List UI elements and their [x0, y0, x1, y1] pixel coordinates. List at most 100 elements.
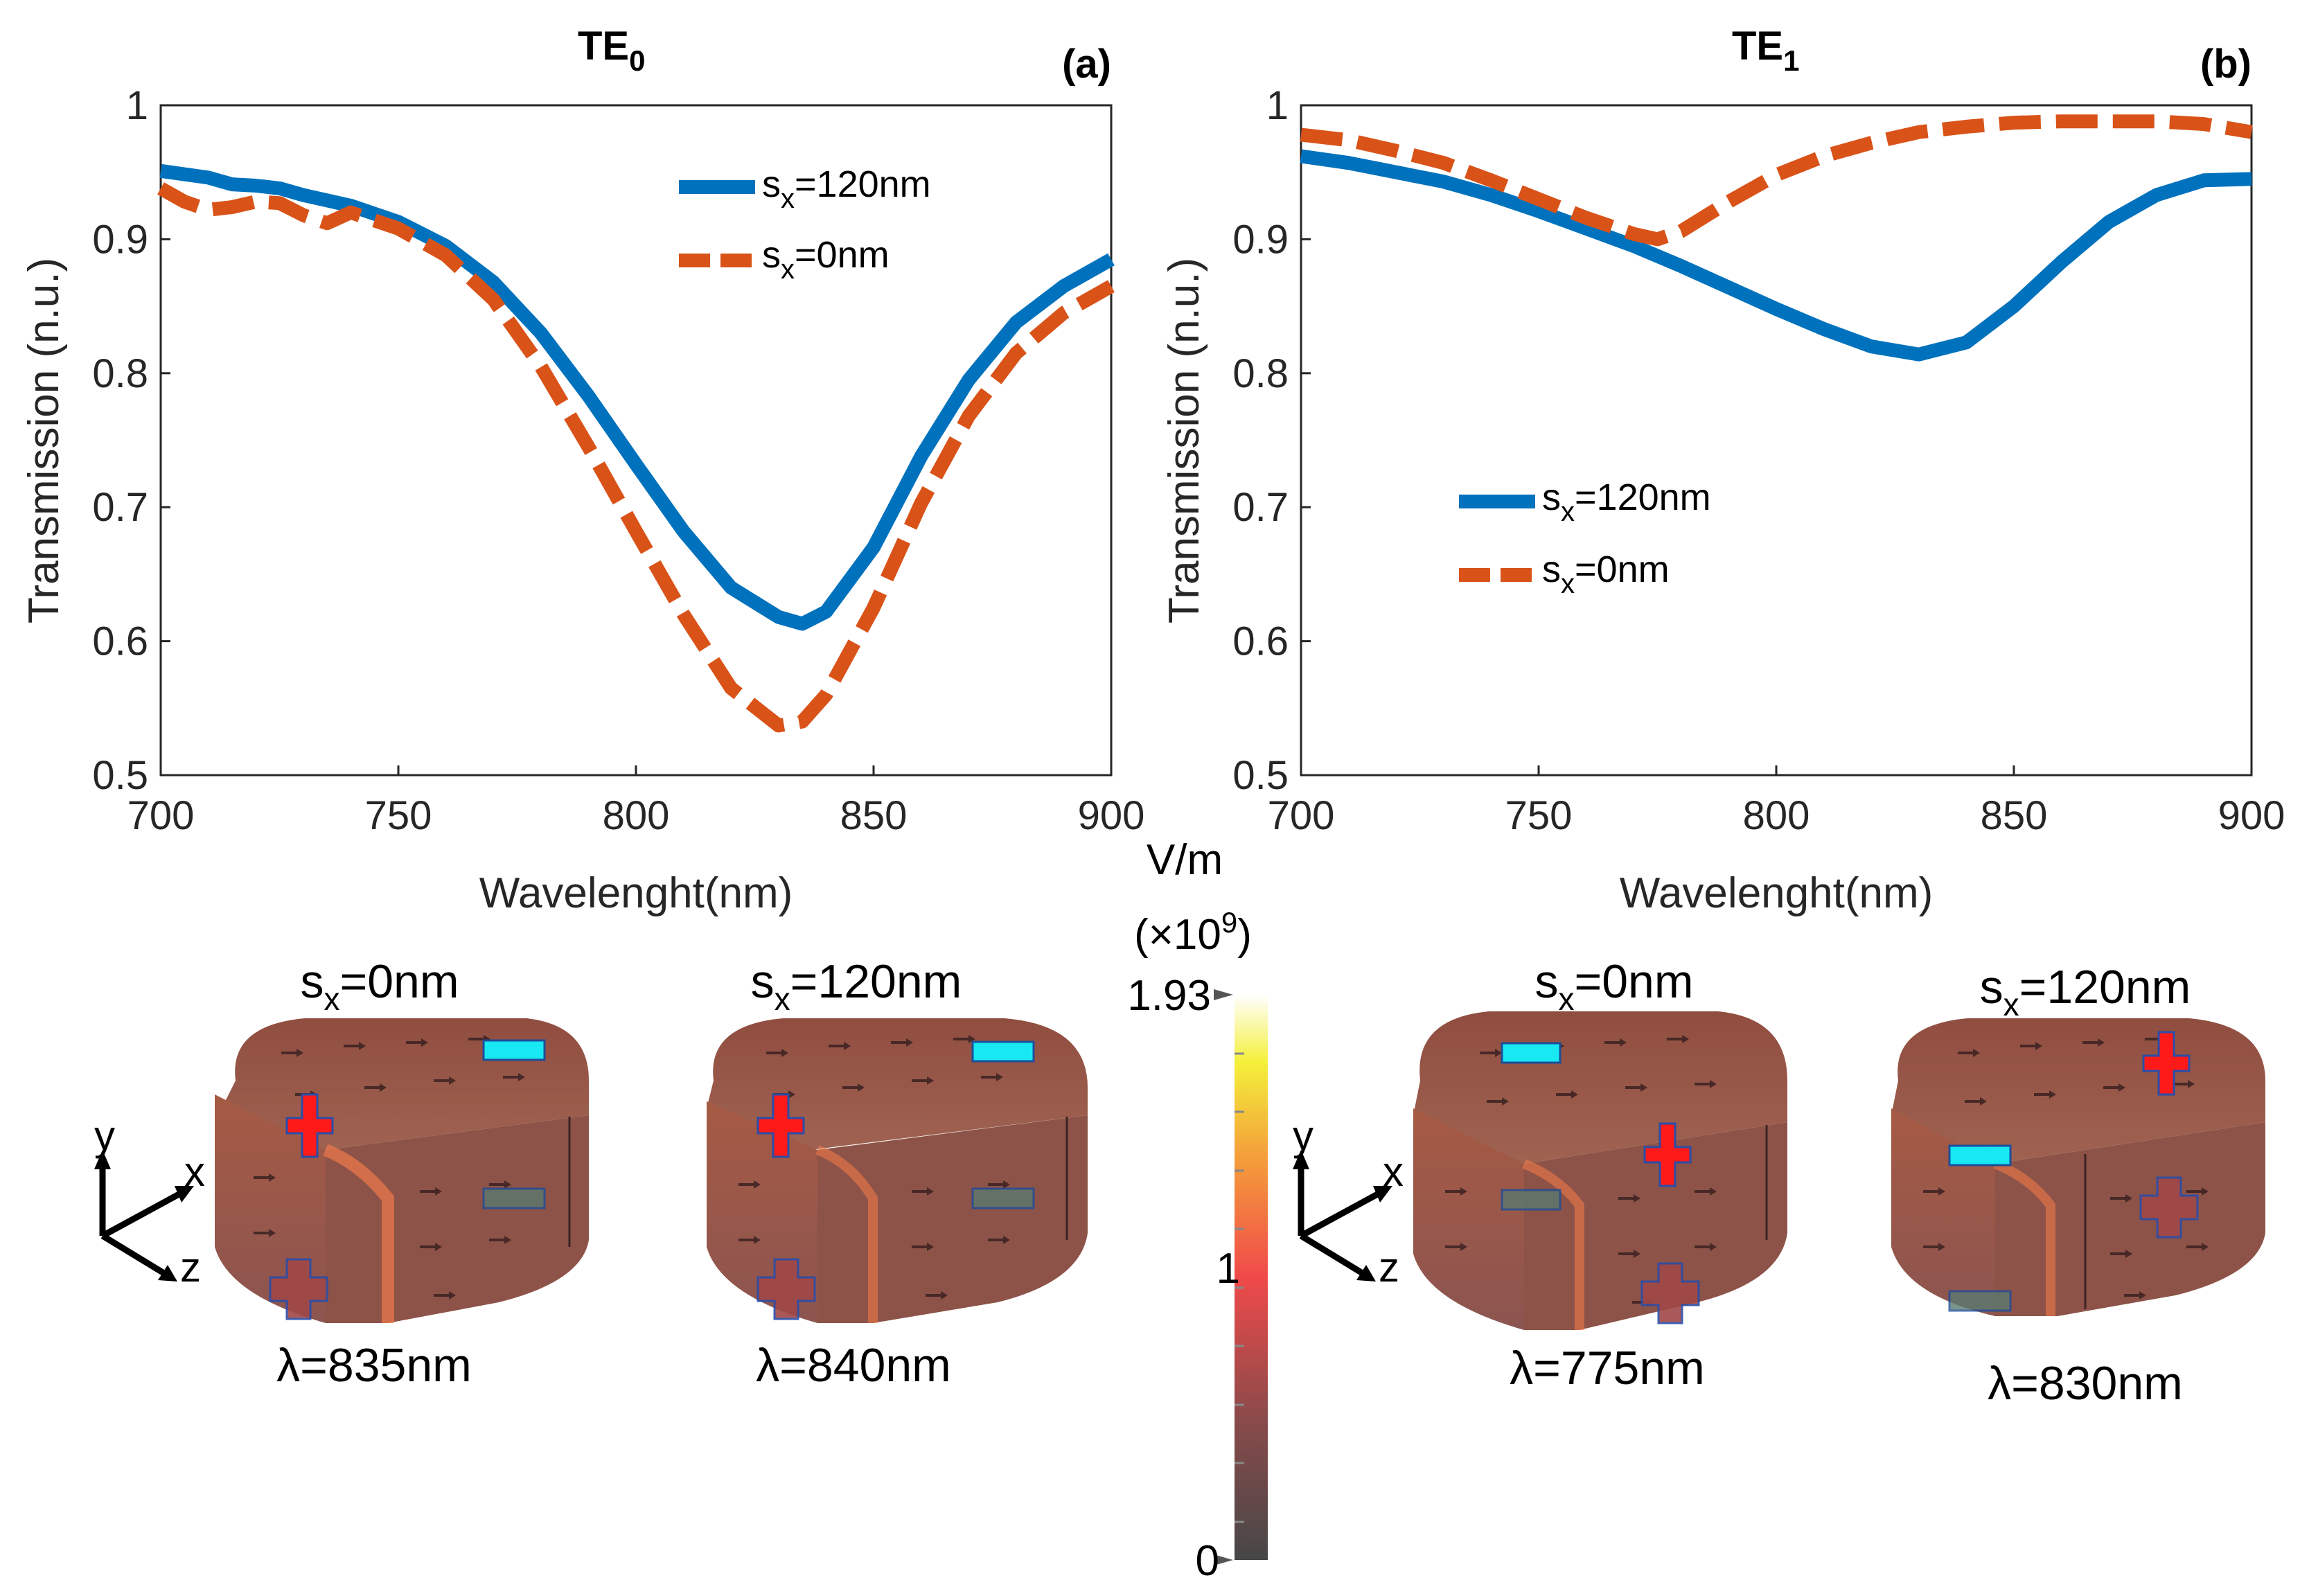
- colorbar-mid-label: 1: [1217, 1245, 1240, 1293]
- series-a: [157, 163, 1115, 733]
- y-tick-label-a: 0.8: [92, 351, 148, 396]
- panel-b-te1: 0.5 0.6 0.7 0.8 0.9 1 700 750 800 850 900 TE1 (b)…: [1160, 24, 2285, 917]
- colorbar-ticks: [1235, 1052, 1244, 1523]
- axes-glyph-a: y x z: [94, 1112, 205, 1291]
- plot-area-b: [1300, 104, 2253, 777]
- cube-edge-4: [1993, 1159, 2055, 1316]
- field-map-2: sx=120nm λ=840nm: [707, 955, 1088, 1392]
- field-map-4-title: sx=120nm: [1980, 961, 2191, 1022]
- minus-marker-2b: [971, 1187, 1035, 1209]
- x-tick-label-b: 750: [1505, 793, 1573, 838]
- cube-edge-3: [1522, 1159, 1584, 1330]
- legend-label-sx120-a: sx=120nm: [762, 163, 931, 214]
- legend-a: sx=120nm sx=0nm: [679, 163, 931, 285]
- plus-marker-1b: [269, 1258, 328, 1320]
- minus-marker-4b: [1948, 1290, 2012, 1312]
- y-axis-label-a: Transmission (n.u.): [20, 258, 68, 623]
- colorbar: V/m (×109) 1.93 1 0: [1127, 836, 1268, 1585]
- x-ticks-b: 700 750 800 850 900: [1268, 765, 2285, 838]
- axes-glyph-a-z: [100, 1233, 168, 1277]
- colorbar-max-label: 1.93: [1127, 972, 1211, 1020]
- axes-glyph-b-y-label: y: [1293, 1112, 1313, 1159]
- colorbar-min-label: 0: [1196, 1537, 1219, 1585]
- field-map-2-title: sx=120nm: [751, 955, 962, 1017]
- field-map-2-caption: λ=840nm: [756, 1339, 951, 1392]
- legend-label-sx0-b: sx=0nm: [1542, 549, 1670, 599]
- panel-a-te0: 0.5 0.6 0.7 0.8 0.9 1 700 750 800 850 900 TE0 (a)…: [20, 24, 1144, 917]
- y-tick-label-b: 0.7: [1232, 485, 1289, 530]
- plot-area-a: [159, 104, 1113, 777]
- field-map-3-caption: λ=775nm: [1510, 1342, 1705, 1394]
- x-tick-label-a: 850: [840, 793, 908, 838]
- x-tick-label-a: 750: [365, 793, 432, 838]
- y-tick-label-b: 0.6: [1232, 619, 1289, 664]
- cube-side-1: [326, 1115, 589, 1323]
- x-tick-label-b: 800: [1743, 793, 1810, 838]
- y-axis-label-b: Transmission (n.u.): [1160, 258, 1208, 623]
- axes-glyph-a-x: [100, 1190, 184, 1239]
- axes-glyph-a-y-label: y: [94, 1112, 115, 1159]
- y-tick-label-b: 0.9: [1232, 217, 1289, 262]
- series-line-b-sx0: [1300, 114, 2253, 247]
- field-map-4-caption: λ=830nm: [1988, 1357, 2183, 1410]
- plus-marker-1a: [285, 1093, 334, 1158]
- cube-side-2: [817, 1115, 1088, 1323]
- legend-label-sx0-a: sx=0nm: [762, 234, 890, 285]
- minus-marker-2a: [971, 1040, 1035, 1063]
- axes-glyph-b: y x z: [1293, 1112, 1404, 1291]
- axes-glyph-b-z: [1299, 1233, 1367, 1277]
- x-tick-label-a: 800: [603, 793, 670, 838]
- y-tick-label-a: 0.7: [92, 485, 148, 530]
- series-b: [1300, 114, 2253, 362]
- plus-marker-4b: [2139, 1176, 2199, 1239]
- cube-front-3: [1413, 1108, 1524, 1330]
- plus-marker-3a: [1643, 1122, 1692, 1187]
- x-ticks-a: 700 750 800 850 900: [127, 765, 1145, 838]
- y-tick-label-a: 1: [126, 83, 148, 128]
- x-axis-label-a: Wavelenght(nm): [479, 869, 793, 917]
- plus-marker-3b: [1640, 1262, 1700, 1324]
- cube-side-4: [1995, 1122, 2265, 1316]
- y-ticks-a: 0.5 0.6 0.7 0.8 0.9 1: [92, 83, 170, 798]
- y-tick-label-a: 0.5: [92, 753, 148, 798]
- minus-marker-1a: [482, 1039, 546, 1061]
- axes-glyph-b-x: [1299, 1190, 1382, 1239]
- x-tick-label-a: 900: [1078, 793, 1145, 838]
- cube-side-3: [1524, 1122, 1787, 1330]
- minus-marker-1b: [482, 1187, 546, 1209]
- axes-glyph-a-z-label: z: [180, 1244, 201, 1291]
- colorbar-gradient: [1235, 995, 1268, 1560]
- cube-edge-2: [815, 1145, 878, 1323]
- x-tick-label-b: 700: [1268, 793, 1335, 838]
- legend-label-sx120-b: sx=120nm: [1542, 477, 1711, 527]
- field-map-1-caption: λ=835nm: [276, 1339, 472, 1392]
- field-map-4: sx=120nm λ=830nm: [1891, 961, 2265, 1410]
- colorbar-min-pointer: [1214, 1554, 1233, 1566]
- minus-marker-3a: [1501, 1042, 1562, 1064]
- field-map-1-title: sx=0nm: [301, 955, 459, 1017]
- x-axis-label-b: Wavelenght(nm): [1620, 869, 1934, 917]
- cube-edge-1: [323, 1144, 394, 1323]
- colorbar-scale: (×109): [1134, 906, 1252, 959]
- title-b: TE1: [1732, 24, 1799, 77]
- axes-glyph-a-x-label: x: [184, 1149, 205, 1195]
- minus-marker-4a: [1948, 1144, 2012, 1167]
- field-map-1: sx=0nm λ=835nm: [215, 955, 589, 1392]
- plus-marker-2a: [757, 1093, 805, 1158]
- axes-glyph-b-z-label: z: [1379, 1244, 1399, 1291]
- y-ticks-b: 0.5 0.6 0.7 0.8 0.9 1: [1232, 83, 1311, 798]
- x-tick-label-b: 900: [2218, 793, 2285, 838]
- legend-b: sx=120nm sx=0nm: [1459, 477, 1711, 599]
- plus-marker-4a: [2142, 1031, 2191, 1096]
- colorbar-max-pointer: [1214, 989, 1233, 1000]
- axes-glyph-b-x-label: x: [1383, 1149, 1404, 1195]
- field-map-3: sx=0nm λ=775nm: [1413, 955, 1787, 1394]
- y-tick-label-b: 0.5: [1232, 753, 1289, 798]
- y-tick-label-a: 0.9: [92, 217, 148, 262]
- y-tick-label-a: 0.6: [92, 619, 148, 664]
- panel-label-a: (a): [1062, 42, 1111, 87]
- y-tick-label-b: 1: [1266, 83, 1289, 128]
- series-line-b-sx120: [1300, 149, 2252, 362]
- field-map-3-title: sx=0nm: [1535, 955, 1694, 1017]
